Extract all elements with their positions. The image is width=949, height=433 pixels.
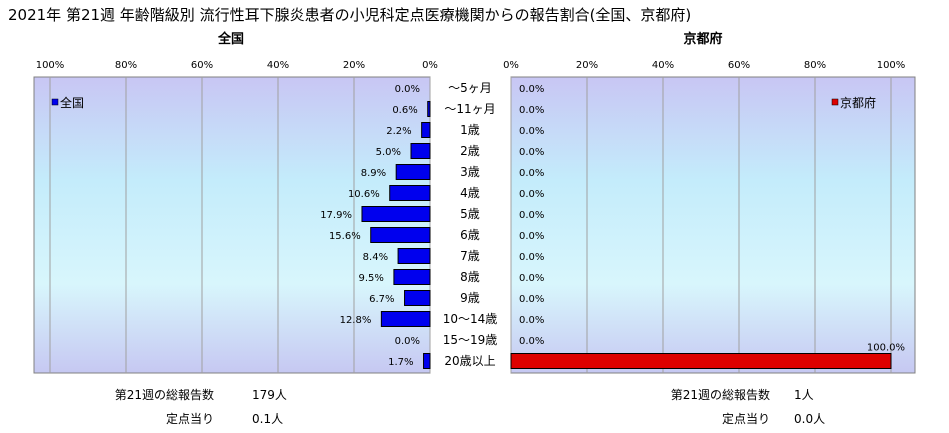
national-value-label: 5.0% [376, 147, 401, 158]
national-per-value: 0.1人 [252, 412, 283, 426]
kyoto-legend-swatch [831, 98, 839, 106]
x-tick-label: 80% [804, 60, 826, 71]
kyoto-value-label: 0.0% [519, 252, 544, 263]
chart-title: 2021年 第21週 年齢階級別 流行性耳下腺炎患者の小児科定点医療機関からの報… [8, 6, 691, 24]
kyoto-data-labels: 0.0% 0.0% 0.0% 0.0% 0.0% 0.0% 0.0% 0.0% 0.0% 0.0%… [519, 84, 905, 354]
kyoto-bar [510, 353, 892, 369]
category-label: 15～19歳 [443, 333, 498, 347]
national-bar [404, 290, 431, 306]
kyoto-value-label: 0.0% [519, 105, 544, 116]
national-value-label: 6.7% [369, 294, 394, 305]
kyoto-value-label: 0.0% [519, 294, 544, 305]
x-tick-label: 0% [503, 60, 519, 71]
kyoto-legend: 京都府 [831, 95, 876, 110]
kyoto-legend-label: 京都府 [840, 95, 876, 110]
kyoto-panel-title: 京都府 [683, 31, 722, 47]
kyoto-per-label: 定点当り [722, 411, 770, 426]
kyoto-value-label: 0.0% [519, 273, 544, 284]
category-label: 20歳以上 [444, 354, 495, 368]
national-value-label: 12.8% [340, 315, 372, 326]
kyoto-value-label: 0.0% [519, 210, 544, 221]
national-value-label: 15.6% [329, 231, 361, 242]
national-legend-swatch [51, 98, 59, 106]
x-tick-label: 100% [36, 60, 65, 71]
national-bars [361, 101, 431, 369]
national-bar [397, 248, 431, 264]
kyoto-bars [510, 353, 892, 369]
national-panel-title: 全国 [217, 31, 244, 47]
national-bar [421, 122, 431, 138]
national-value-label: 10.6% [348, 189, 380, 200]
kyoto-gridlines [510, 77, 892, 373]
kyoto-total-value: 1人 [794, 388, 814, 402]
national-x-ticks: 100% 80% 60% 40% 20% 0% [36, 60, 438, 71]
kyoto-value-label: 0.0% [519, 231, 544, 242]
national-value-label: 8.9% [361, 168, 386, 179]
national-value-label: 0.0% [395, 336, 420, 347]
category-label: 4歳 [460, 186, 480, 200]
national-bar [389, 185, 431, 201]
x-tick-label: 60% [191, 60, 213, 71]
category-label: ～11ヶ月 [444, 102, 495, 116]
kyoto-per-value: 0.0人 [794, 412, 825, 426]
national-bar [423, 353, 431, 369]
category-label: ～5ヶ月 [448, 81, 492, 95]
category-label: 7歳 [460, 249, 480, 263]
national-bar [380, 311, 431, 327]
kyoto-total-label: 第21週の総報告数 [671, 387, 770, 402]
national-data-labels: 0.0% 0.6% 2.2% 5.0% 8.9% 10.6% 17.9% 15.6%8.4% 9… [320, 84, 420, 368]
national-total-label: 第21週の総報告数 [115, 387, 214, 402]
national-value-label: 0.0% [395, 84, 420, 95]
category-label: 3歳 [460, 165, 480, 179]
national-footer: 第21週の総報告数 179人 定点当り 0.1人 [115, 387, 287, 426]
national-value-label: 9.5% [358, 273, 383, 284]
kyoto-plot-area: 0% 20% 40% 60% 80% 100% 0.0%0.0%0.0%0.0%0.0%0… [503, 60, 916, 374]
national-bar [427, 101, 431, 117]
x-tick-label: 100% [877, 60, 906, 71]
kyoto-value-label: 0.0% [519, 189, 544, 200]
category-label: 9歳 [460, 291, 480, 305]
national-legend: 全国 [51, 95, 84, 110]
kyoto-footer: 第21週の総報告数 1人 定点当り 0.0人 [671, 387, 825, 426]
category-label: 2歳 [460, 144, 480, 158]
x-tick-label: 20% [576, 60, 598, 71]
x-tick-label: 0% [422, 60, 438, 71]
category-label: 8歳 [460, 270, 480, 284]
national-value-label: 1.7% [388, 357, 413, 368]
category-label: 6歳 [460, 228, 480, 242]
x-tick-label: 40% [267, 60, 289, 71]
kyoto-value-label: 0.0% [519, 315, 544, 326]
national-bar [410, 143, 431, 159]
kyoto-value-label: 0.0% [519, 147, 544, 158]
national-bar [361, 206, 431, 222]
national-total-value: 179人 [252, 388, 287, 402]
kyoto-plot-background [510, 76, 916, 374]
national-per-label: 定点当り [166, 411, 214, 426]
category-label: 10～14歳 [443, 312, 498, 326]
age-category-labels: ～5ヶ月 ～11ヶ月 1歳 2歳 3歳 4歳 5歳 6歳 7歳 8歳 9歳 10～14歳 15～19歳 2… [443, 81, 498, 368]
category-label: 1歳 [460, 123, 480, 137]
category-label: 5歳 [460, 207, 480, 221]
national-bar [393, 269, 431, 285]
national-plot-area: 100% 80% 60% 40% 20% 0% 0.0% 0.6% 2.2% 5.0% 8.9% 1… [33, 60, 438, 374]
national-value-label: 17.9% [320, 210, 352, 221]
national-value-label: 8.4% [363, 252, 388, 263]
kyoto-value-label: 0.0% [519, 126, 544, 137]
national-bar [395, 164, 431, 180]
national-plot-background [33, 76, 431, 374]
kyoto-x-ticks: 0% 20% 40% 60% 80% 100% [503, 60, 905, 71]
kyoto-value-label: 100.0% [867, 343, 905, 354]
x-tick-label: 80% [115, 60, 137, 71]
x-tick-label: 20% [343, 60, 365, 71]
national-bar [370, 227, 431, 243]
kyoto-value-label: 0.0% [519, 84, 544, 95]
x-tick-label: 40% [652, 60, 674, 71]
national-legend-label: 全国 [60, 95, 84, 110]
kyoto-value-label: 0.0% [519, 168, 544, 179]
x-tick-label: 60% [728, 60, 750, 71]
kyoto-value-label: 0.0% [519, 336, 544, 347]
national-value-label: 2.2% [386, 126, 411, 137]
national-value-label: 0.6% [392, 105, 417, 116]
